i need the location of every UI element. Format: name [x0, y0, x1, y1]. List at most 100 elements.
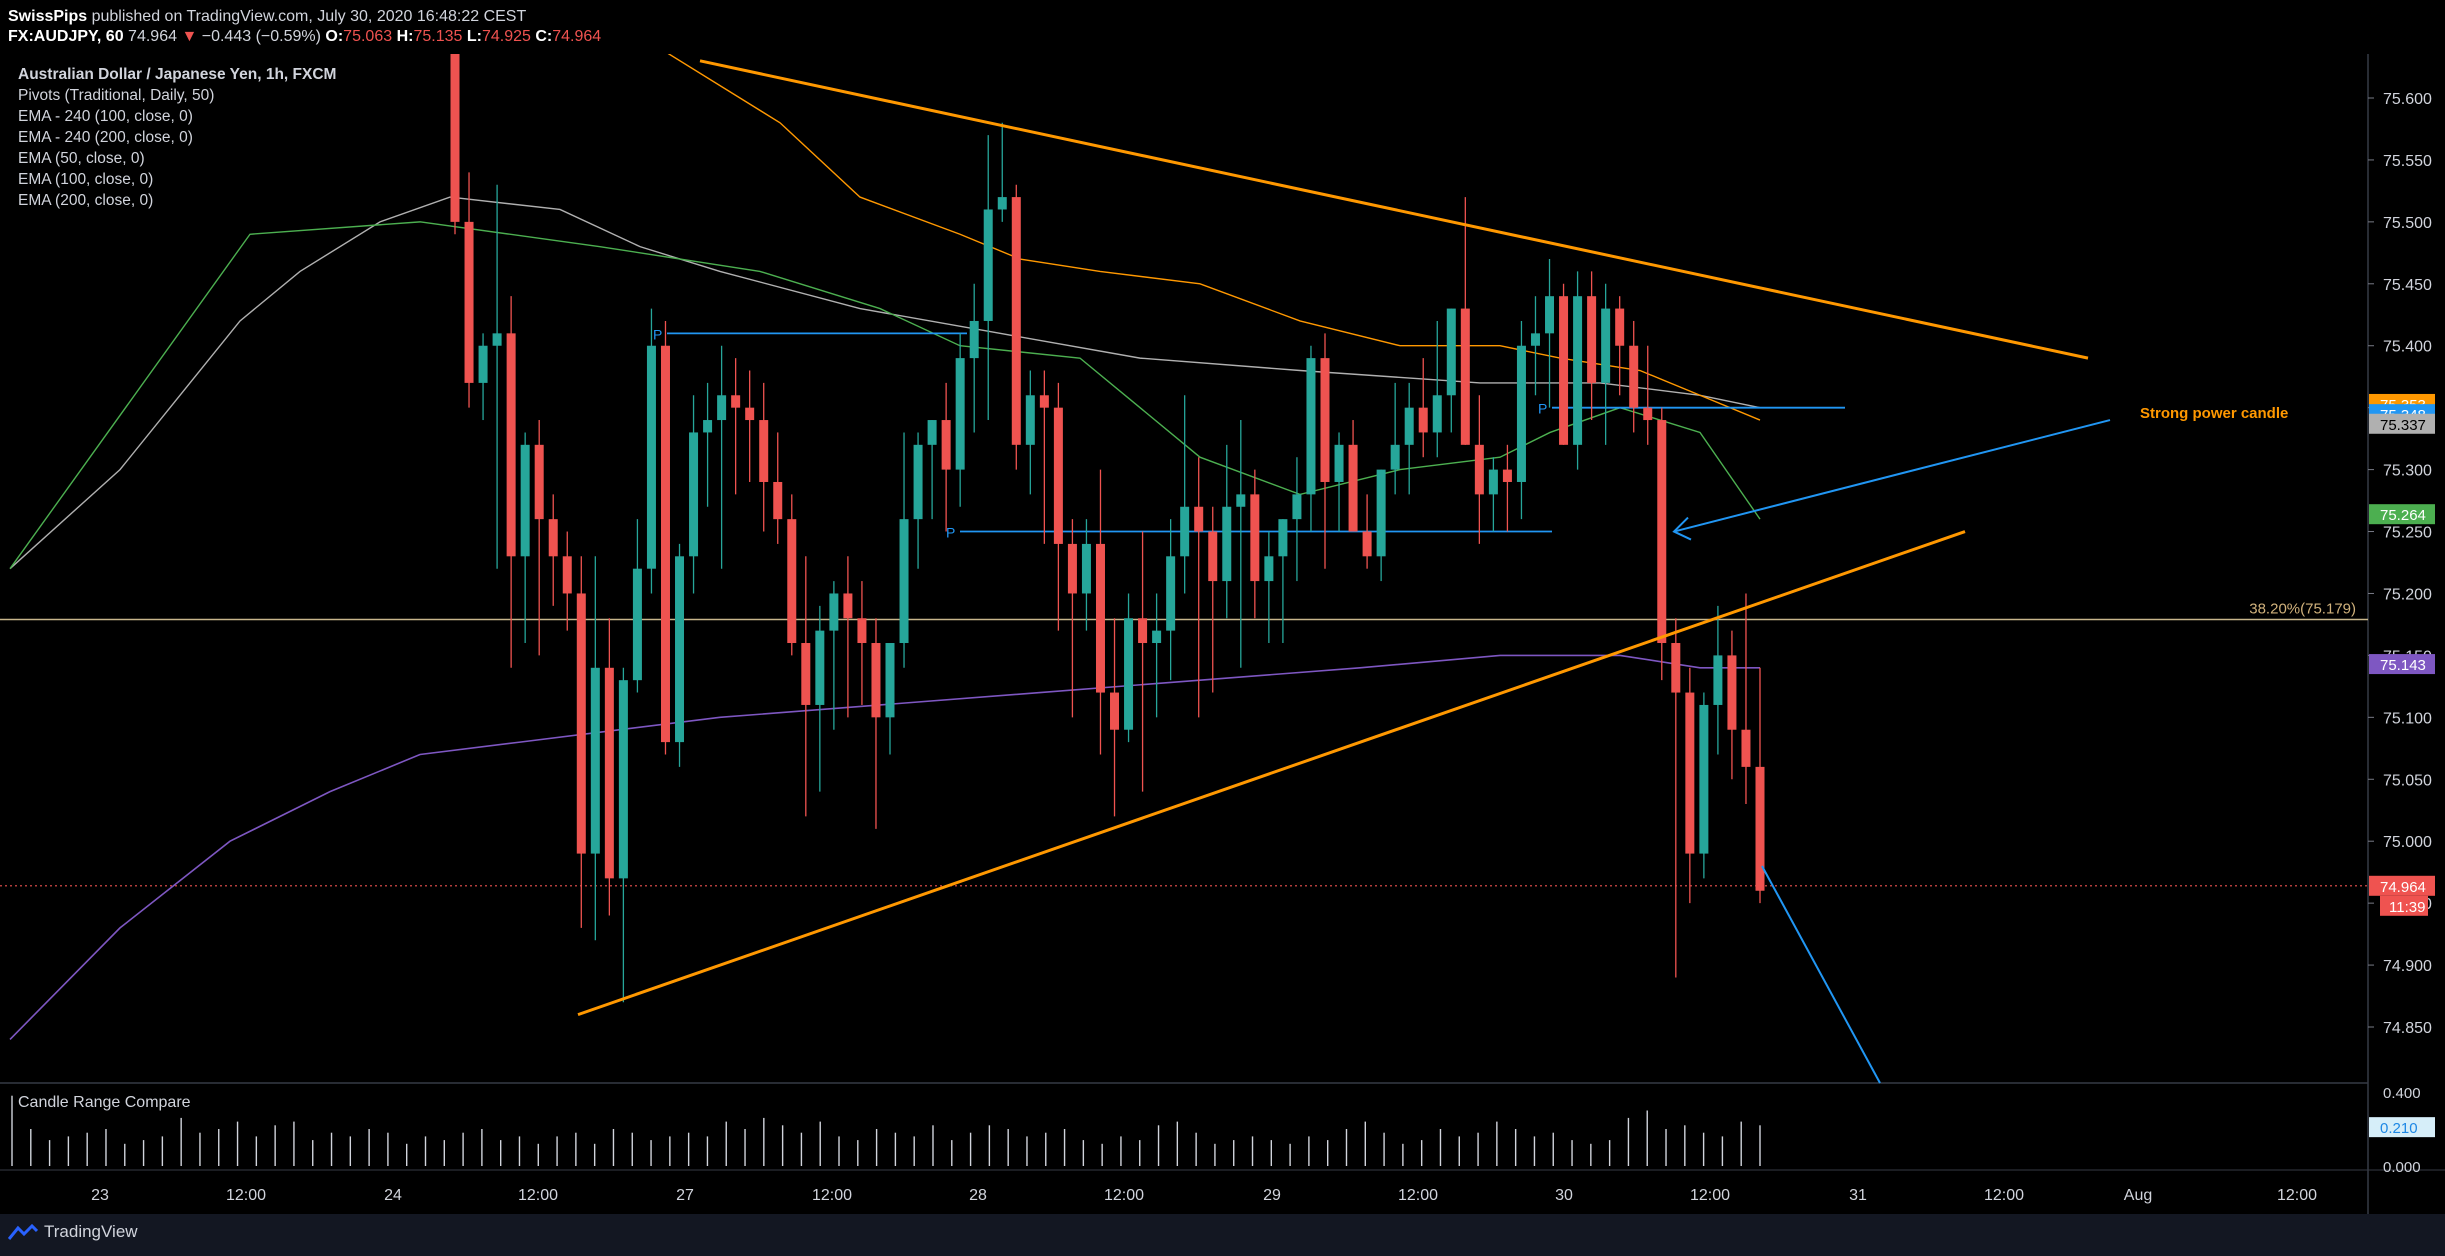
- range-value-text: 0.210: [2380, 1120, 2418, 1137]
- candle-body: [1320, 358, 1330, 482]
- legend-pivots[interactable]: Pivots (Traditional, Daily, 50): [18, 87, 215, 104]
- candle-body: [1418, 407, 1428, 433]
- y-tick-label: 75.550: [2383, 153, 2432, 170]
- published-text: published on TradingView.com, July 30, 2…: [87, 8, 527, 25]
- candle-body: [899, 519, 909, 644]
- candle-body: [1559, 296, 1569, 445]
- x-tick-label: 27: [676, 1187, 694, 1204]
- symbol-label: FX:AUDJPY, 60: [8, 28, 124, 45]
- candle-body: [1152, 630, 1162, 644]
- candle-body: [1432, 395, 1442, 433]
- projection-line: [1761, 865, 1881, 1084]
- publish-line: SwissPips published on TradingView.com, …: [8, 7, 526, 27]
- candle-body: [562, 556, 572, 594]
- candle-body: [801, 643, 811, 705]
- candle-body: [1545, 296, 1555, 334]
- y-tick-label: 75.500: [2383, 215, 2432, 232]
- x-tick-label: 30: [1555, 1187, 1573, 1204]
- legend-ema-240-100[interactable]: EMA - 240 (100, close, 0): [18, 108, 193, 125]
- legend-symbol[interactable]: Australian Dollar / Japanese Yen, 1h, FX…: [18, 66, 337, 83]
- candle-body: [450, 54, 460, 222]
- footer-bar: [0, 1214, 2445, 1256]
- y-tick-label: 75.200: [2383, 586, 2432, 603]
- tradingview-logo-icon: [8, 1223, 38, 1240]
- close-value: 74.964: [552, 28, 602, 45]
- tradingview-logo[interactable]: TradingView: [8, 1222, 138, 1242]
- candle-body: [1488, 469, 1498, 495]
- price-label-box: [2369, 504, 2435, 525]
- candle-body: [1615, 308, 1625, 346]
- candle-body: [1587, 296, 1597, 383]
- legend-ema-50[interactable]: EMA (50, close, 0): [18, 150, 145, 167]
- x-tick-label: 12:00: [812, 1187, 852, 1204]
- price-label-text: 74.964: [2380, 879, 2426, 896]
- candle-body: [1460, 308, 1470, 445]
- price-label-text: 75.143: [2380, 657, 2426, 674]
- candle-body: [1194, 506, 1204, 532]
- candle-body: [885, 643, 895, 718]
- candle-body: [1362, 531, 1372, 557]
- candle-body: [717, 395, 727, 421]
- candle-body: [745, 407, 755, 421]
- high-value: 75.135: [413, 28, 463, 45]
- y-tick-label: 75.050: [2383, 772, 2432, 789]
- upper-trendline: [699, 59, 2089, 360]
- candle-body: [913, 444, 923, 520]
- candle-body: [1264, 556, 1274, 582]
- pivot-label: P: [1538, 401, 1547, 417]
- legend-ema-200[interactable]: EMA (200, close, 0): [18, 192, 154, 209]
- pivot-label: P: [946, 525, 955, 541]
- candle-body: [1011, 197, 1021, 445]
- candle-body: [983, 209, 993, 321]
- candle-body: [534, 444, 544, 520]
- candle-body: [548, 519, 558, 557]
- x-tick-label: 23: [91, 1187, 109, 1204]
- candle-body: [632, 568, 642, 681]
- price-chart[interactable]: 75.60075.55075.50075.45075.40075.35075.3…: [0, 54, 2445, 1214]
- x-tick-label: 28: [969, 1187, 987, 1204]
- candle-body: [1376, 469, 1386, 557]
- candle-body: [759, 420, 769, 482]
- candle-body: [1502, 469, 1512, 482]
- legend-ema-100[interactable]: EMA (100, close, 0): [18, 171, 154, 188]
- candle-body: [478, 345, 488, 383]
- candle-body: [857, 618, 867, 644]
- publisher-name[interactable]: SwissPips: [8, 8, 88, 25]
- x-tick-label: 12:00: [1104, 1187, 1144, 1204]
- fib-level-label: 38.20%(75.179): [2249, 600, 2356, 617]
- candle-body: [955, 358, 965, 470]
- candle-body: [1067, 543, 1077, 594]
- candle-body: [1699, 704, 1709, 854]
- candle-body: [576, 593, 586, 854]
- candle-body: [731, 395, 741, 408]
- price-label-text: 75.337: [2380, 417, 2426, 434]
- annotation-arrow-line: [1673, 419, 2111, 533]
- candle-body: [1404, 407, 1414, 445]
- candle-body: [773, 481, 783, 520]
- legend-ema-240-200[interactable]: EMA - 240 (200, close, 0): [18, 129, 193, 146]
- candle-body: [1236, 494, 1246, 507]
- lower-trendline: [577, 530, 1966, 1017]
- candle-body: [520, 444, 530, 557]
- candle-body: [927, 420, 937, 445]
- candle-body: [1095, 543, 1105, 693]
- y-tick-label: 75.450: [2383, 277, 2432, 294]
- chart-header: SwissPips published on TradingView.com, …: [0, 0, 2445, 54]
- candle-body: [1601, 308, 1611, 383]
- candle-body: [689, 432, 699, 557]
- candle-body: [1446, 308, 1456, 396]
- candle-body: [1124, 618, 1134, 730]
- last-price: 74.964: [128, 28, 177, 45]
- candle-body: [1166, 556, 1176, 631]
- candle-body: [969, 320, 979, 359]
- close-label: C:: [535, 28, 553, 45]
- candle-body: [1348, 444, 1358, 532]
- candle-range-title[interactable]: Candle Range Compare: [18, 1094, 191, 1111]
- candle-body: [1530, 333, 1540, 346]
- candle-body: [1741, 729, 1751, 767]
- arrow-head-icon: [1672, 516, 1692, 541]
- candle-body: [1138, 618, 1148, 644]
- candle-body: [1208, 531, 1218, 582]
- x-tick-label: 12:00: [1984, 1187, 2024, 1204]
- ema-100-line: [667, 54, 1761, 421]
